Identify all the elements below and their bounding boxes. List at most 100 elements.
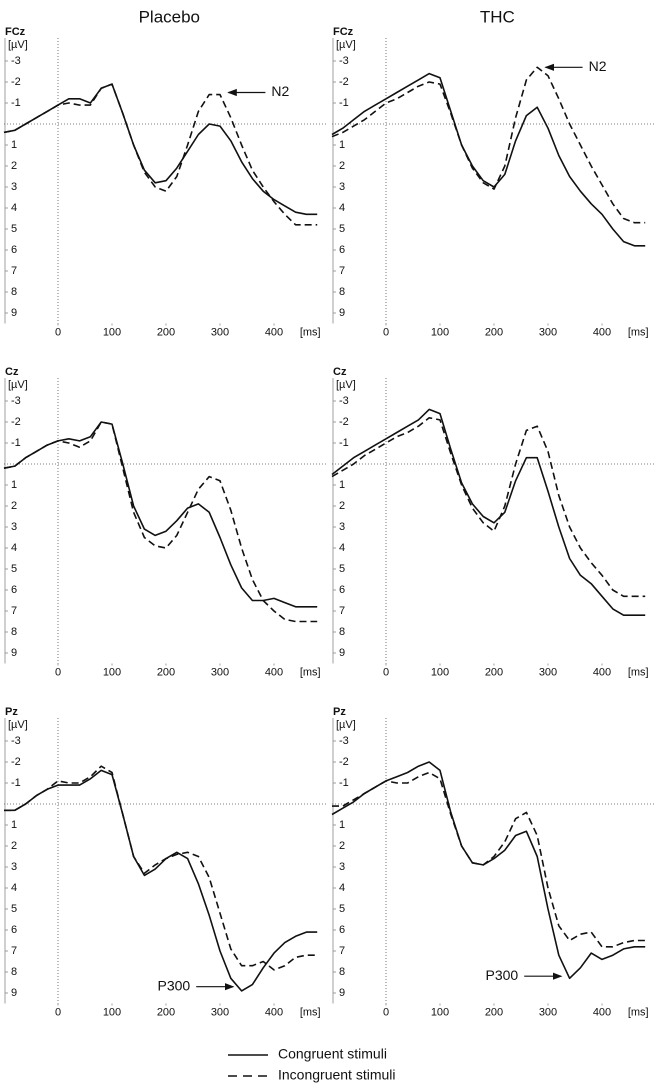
y-axis-label: [µV] [336,719,356,731]
y-tick-label: 6 [339,924,345,936]
annotation-label: N2 [589,58,607,74]
y-tick-label: 8 [339,626,345,638]
waveform [3,421,318,608]
y-tick-label: 1 [339,479,345,491]
y-tick-label: -1 [339,97,349,109]
channel-label: Pz [333,706,346,718]
y-tick-label: 3 [339,521,345,533]
y-tick-label: -2 [11,756,21,768]
x-tick-label: 0 [383,666,389,678]
y-tick-label: 3 [339,181,345,193]
channel-label: FCz [5,26,26,38]
y-tick-label: -3 [11,395,21,407]
y-tick-label: -1 [11,97,21,109]
y-tick-label: -3 [339,55,349,67]
y-tick-label: 6 [339,244,345,256]
x-axis-label: [ms] [300,1006,321,1018]
y-axis-label: [µV] [8,39,28,51]
x-axis-label: [ms] [300,326,321,338]
x-tick-label: 400 [593,326,611,338]
x-tick-label: 200 [157,326,175,338]
x-tick-label: 300 [211,1006,229,1018]
x-tick-label: 0 [55,1006,61,1018]
x-tick-label: 300 [211,326,229,338]
x-tick-label: 100 [431,326,449,338]
x-tick-label: 200 [157,1006,175,1018]
y-tick-label: 2 [11,160,17,172]
y-tick-label: 9 [11,647,17,659]
y-tick-label: -2 [11,416,21,428]
y-tick-label: 4 [11,202,17,214]
y-tick-label: 1 [339,819,345,831]
y-tick-label: 7 [339,605,345,617]
y-tick-label: -2 [339,76,349,88]
y-tick-label: 8 [339,966,345,978]
annotation-label: P300 [157,977,190,993]
y-axis-label: [µV] [336,379,356,391]
x-axis-label: [ms] [628,326,649,338]
x-tick-label: 0 [55,666,61,678]
y-tick-label: 5 [11,903,17,915]
y-tick-label: 4 [339,542,345,554]
y-tick-label: -3 [339,735,349,747]
y-tick-label: -3 [339,395,349,407]
y-tick-label: 5 [339,903,345,915]
y-tick-label: 5 [339,223,345,235]
x-tick-label: 100 [431,666,449,678]
y-tick-label: -2 [339,416,349,428]
y-tick-label: -1 [339,777,349,789]
y-tick-label: 2 [11,840,17,852]
y-tick-label: 9 [11,987,17,999]
waveform [3,421,318,623]
y-tick-label: 9 [339,987,345,999]
x-tick-label: 300 [539,1006,557,1018]
x-tick-label: 100 [103,666,121,678]
waveform [331,72,646,247]
y-tick-label: 6 [11,584,17,596]
x-tick-label: 300 [539,326,557,338]
y-tick-label: -1 [11,437,21,449]
channel-label: Cz [333,366,347,378]
x-axis-label: [ms] [628,1006,649,1018]
y-tick-label: -2 [11,76,21,88]
x-tick-label: 200 [485,666,503,678]
y-tick-label: 9 [11,307,17,319]
waveform [3,83,318,216]
y-tick-label: 7 [11,265,17,277]
y-tick-label: 4 [11,542,17,554]
waveform [4,769,318,992]
waveform [331,417,646,598]
y-tick-label: 2 [11,500,17,512]
y-tick-label: 3 [339,861,345,873]
column-title: THC [480,7,515,26]
y-tick-label: 3 [11,181,17,193]
annotation-label: N2 [271,83,289,99]
channel-label: Pz [5,706,18,718]
x-tick-label: 0 [383,326,389,338]
y-tick-label: 7 [339,265,345,277]
x-tick-label: 400 [593,666,611,678]
waveform [331,66,646,224]
y-tick-label: -1 [339,437,349,449]
waveform [331,761,646,980]
y-tick-label: 9 [339,647,345,659]
column-title: Placebo [139,7,200,26]
x-tick-label: 400 [265,326,283,338]
x-tick-label: 200 [485,326,503,338]
y-tick-label: 7 [339,945,345,957]
y-tick-label: 6 [339,584,345,596]
legend-label: Incongruent stimuli [278,1067,396,1083]
y-tick-label: 3 [11,521,17,533]
y-tick-label: 8 [339,286,345,298]
y-tick-label: -2 [339,756,349,768]
y-tick-label: 5 [11,563,17,575]
y-tick-label: 4 [339,202,345,214]
y-tick-label: 8 [11,286,17,298]
y-axis-label: [µV] [336,39,356,51]
x-tick-label: 300 [539,666,557,678]
legend-label: Congruent stimuli [278,1046,387,1062]
y-tick-label: 2 [339,500,345,512]
y-tick-label: 2 [339,840,345,852]
y-tick-label: 6 [11,924,17,936]
